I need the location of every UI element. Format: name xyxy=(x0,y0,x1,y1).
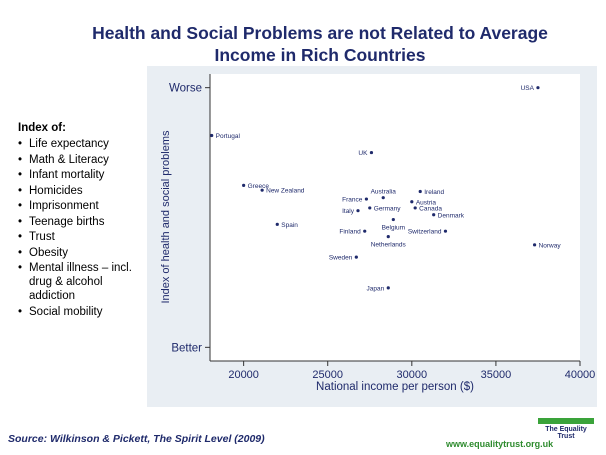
point-label-italy: Italy xyxy=(342,208,355,215)
point-label-greece: Greece xyxy=(248,183,270,190)
point-netherlands xyxy=(386,235,390,239)
point-spain xyxy=(275,222,279,226)
x-tick-label: 20000 xyxy=(228,369,259,381)
scatter-chart: 20000 25000 30000 35000 40000 Worse Better USA… xyxy=(147,66,597,407)
point-label-new-zealand: New Zealand xyxy=(266,188,305,195)
point-label-belgium: Belgium xyxy=(382,225,405,232)
scatter-chart-svg: 20000 25000 30000 35000 40000 Worse Better USA… xyxy=(147,66,597,407)
point-new-zealand xyxy=(260,188,264,192)
point-label-netherlands: Netherlands xyxy=(371,242,407,249)
point-label-sweden: Sweden xyxy=(329,255,353,262)
point-label-portugal: Portugal xyxy=(216,133,241,140)
logo-bar xyxy=(538,418,594,424)
index-panel: Index of: Life expectancy Math & Literac… xyxy=(18,122,146,320)
x-tick-label: 35000 xyxy=(481,369,512,381)
point-germany xyxy=(368,206,372,210)
equality-trust-logo: The Equality Trust xyxy=(538,418,594,452)
point-austria xyxy=(410,200,414,204)
x-axis-label: National income per person ($) xyxy=(316,381,474,393)
index-heading: Index of: xyxy=(18,122,66,134)
point-portugal xyxy=(210,133,214,138)
point-denmark xyxy=(432,213,436,217)
point-label-uk: UK xyxy=(358,150,368,157)
index-item-math-literacy: Math & Literacy xyxy=(18,153,146,167)
index-item-obesity: Obesity xyxy=(18,246,146,260)
chart-title-line-2: Income in Rich Countries xyxy=(214,45,426,65)
index-item-social-mobility: Social mobility xyxy=(18,305,146,319)
index-item-infant-mortality: Infant mortality xyxy=(18,168,146,182)
point-usa xyxy=(536,86,540,90)
plot-area xyxy=(210,74,580,361)
chart-title-line-1: Health and Social Problems are not Relat… xyxy=(92,23,548,43)
source-citation: Source: Wilkinson & Pickett, The Spirit … xyxy=(8,433,265,445)
point-label-austria: Austria xyxy=(416,199,437,206)
chart-title: Health and Social Problems are not Relat… xyxy=(40,22,600,66)
index-item-teenage-births: Teenage births xyxy=(18,215,146,229)
index-list: Life expectancy Math & Literacy Infant m… xyxy=(18,137,146,319)
point-label-japan: Japan xyxy=(367,285,385,292)
point-label-switzerland: Switzerland xyxy=(408,229,442,236)
point-ireland xyxy=(418,189,422,194)
point-label-finland: Finland xyxy=(339,229,361,236)
point-australia xyxy=(381,196,385,200)
index-item-life-expectancy: Life expectancy xyxy=(18,137,146,151)
point-finland xyxy=(363,229,367,233)
website-link[interactable]: www.equalitytrust.org.uk xyxy=(446,439,554,449)
index-item-homicides: Homicides xyxy=(18,184,146,198)
point-norway xyxy=(532,243,537,247)
point-sweden xyxy=(354,255,358,259)
y-tick-label: Better xyxy=(171,342,202,354)
y-tick-label: Worse xyxy=(169,83,202,95)
point-italy xyxy=(356,209,360,213)
point-label-france: France xyxy=(342,197,363,204)
point-japan xyxy=(386,286,390,290)
x-tick-label: 25000 xyxy=(312,369,343,381)
point-label-ireland: Ireland xyxy=(424,189,444,196)
point-france xyxy=(364,197,369,201)
point-label-germany: Germany xyxy=(374,205,401,212)
point-uk xyxy=(369,150,374,155)
y-axis-label: Index of health and social problems xyxy=(160,130,172,304)
point-label-usa: USA xyxy=(521,85,535,92)
logo-text: The Equality Trust xyxy=(545,426,587,440)
point-label-norway: Norway xyxy=(539,242,562,249)
point-canada xyxy=(413,206,417,210)
point-switzerland xyxy=(443,229,448,233)
point-belgium xyxy=(391,217,395,222)
x-tick-label: 30000 xyxy=(397,369,428,381)
index-item-trust: Trust xyxy=(18,230,146,244)
index-item-mental-illness: Mental illness – incl. drug & alcohol ad… xyxy=(18,261,146,303)
index-item-imprisonment: Imprisonment xyxy=(18,199,146,213)
point-label-australia: Australia xyxy=(371,189,397,196)
point-greece xyxy=(242,183,246,187)
point-label-spain: Spain xyxy=(281,222,298,229)
axes-layer: 20000 25000 30000 35000 40000 Worse Better xyxy=(169,74,595,381)
x-tick-label: 40000 xyxy=(565,369,596,381)
point-label-canada: Canada xyxy=(419,205,442,212)
point-label-denmark: Denmark xyxy=(438,212,465,219)
